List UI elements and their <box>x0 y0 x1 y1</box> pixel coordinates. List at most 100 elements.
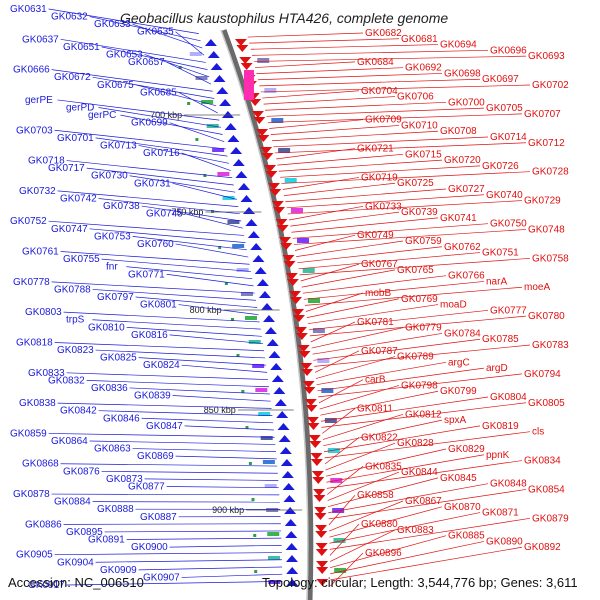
reverse-gene-arrow <box>303 387 316 394</box>
feature-block <box>227 220 240 224</box>
forward-gene-arrow <box>252 255 265 262</box>
gene-label-reverse: GK0794 <box>524 369 561 380</box>
leader-line <box>181 573 283 578</box>
leader-line <box>89 228 246 243</box>
forward-gene-arrow <box>270 363 283 370</box>
gene-label-reverse: GK0709 <box>365 115 402 126</box>
feature-block <box>327 448 340 453</box>
feature-block <box>257 58 270 63</box>
gene-label-reverse: GK0682 <box>365 28 402 39</box>
gene-label-reverse: GK0812 <box>405 409 442 420</box>
leader-line <box>320 396 489 422</box>
leader-line <box>291 217 439 233</box>
leader-line <box>301 269 396 288</box>
leader-line <box>89 440 276 445</box>
gene-label-reverse: GK0879 <box>532 513 569 524</box>
feature-block <box>232 244 245 248</box>
reverse-gene-arrow <box>315 549 328 556</box>
forward-gene-arrow <box>250 243 263 250</box>
gene-label-reverse: GK0762 <box>444 242 481 253</box>
leader-line <box>329 523 360 556</box>
forward-gene-arrow <box>281 471 294 478</box>
leader-line <box>144 478 279 481</box>
gene-label-forward: GK0718 <box>28 156 65 167</box>
reverse-gene-arrow <box>316 579 329 586</box>
leader-line <box>175 31 205 56</box>
leader-line <box>181 364 268 373</box>
forward-gene-arrow <box>274 399 287 406</box>
gene-label-reverse: GK0739 <box>401 207 438 218</box>
leader-line <box>98 198 240 215</box>
forward-gene-arrow <box>266 339 279 346</box>
feature-block <box>258 412 271 416</box>
forward-gene-arrow <box>216 87 229 94</box>
gene-label-reverse: GK0748 <box>528 224 565 235</box>
leader-line <box>66 581 283 586</box>
leader-line <box>285 188 447 203</box>
leader-line <box>57 402 272 409</box>
reverse-gene-arrow <box>313 495 326 502</box>
gene-label-reverse: GK0780 <box>528 311 565 322</box>
forward-gene-arrow <box>256 279 269 286</box>
forward-gene-arrow <box>286 567 299 574</box>
feature-block <box>284 178 297 183</box>
leader-line <box>254 61 356 68</box>
reverse-gene-arrow <box>292 315 305 322</box>
leader-line <box>253 55 527 62</box>
leader-line <box>312 333 443 355</box>
gene-label-forward: GK0818 <box>16 337 53 348</box>
kbp-label: 700 kbp <box>150 110 182 120</box>
feature-marker <box>230 318 234 321</box>
gene-label-reverse: GK0759 <box>405 236 442 247</box>
gene-label-reverse: GK0845 <box>440 473 477 484</box>
forward-gene-arrow <box>210 63 223 70</box>
leader-line <box>310 321 356 343</box>
gene-label-reverse: GK0834 <box>524 456 561 467</box>
feature-marker <box>254 570 258 573</box>
leader-line <box>330 546 523 581</box>
forward-gene-arrow <box>224 123 237 130</box>
gene-label-reverse: GK0719 <box>361 172 398 183</box>
gene-label-forward: GK0873 <box>106 474 143 485</box>
leader-line <box>281 171 531 184</box>
reverse-gene-arrow <box>286 279 299 286</box>
leader-line <box>315 356 396 379</box>
leader-line <box>95 349 266 359</box>
reverse-gene-arrow <box>305 405 318 412</box>
gene-label-forward: GK0771 <box>128 269 165 280</box>
gene-label-forward: fnr <box>106 262 118 273</box>
gene-label-reverse: mobB <box>365 288 391 299</box>
leader-line <box>259 78 481 87</box>
gene-label-forward: GK0847 <box>146 421 183 432</box>
gene-label-forward: GK0891 <box>88 535 125 546</box>
leader-line <box>329 500 404 532</box>
gene-label-forward: GK0833 <box>28 368 65 379</box>
forward-gene-arrow <box>271 375 284 382</box>
feature-block <box>264 88 277 93</box>
feature-block <box>248 340 261 344</box>
reverse-gene-arrow <box>315 543 328 550</box>
gene-label-forward: GK0713 <box>100 140 137 151</box>
leader-line <box>260 84 531 93</box>
gene-label-reverse: GK0692 <box>405 63 442 74</box>
leader-line <box>262 90 360 99</box>
gene-label-forward: GK0675 <box>97 80 134 91</box>
forward-gene-arrow <box>282 483 295 490</box>
gene-label-forward: GK0753 <box>94 231 131 242</box>
leader-line <box>57 190 239 207</box>
gene-label-reverse: GK0704 <box>361 86 398 97</box>
leader-line <box>175 455 277 460</box>
leader-line <box>141 417 274 424</box>
feature-block <box>324 418 337 423</box>
feature-marker <box>245 426 249 429</box>
leader-line <box>101 470 278 474</box>
reverse-gene-arrow <box>272 207 285 214</box>
leader-line <box>267 113 523 123</box>
leader-line <box>299 257 531 276</box>
leader-line <box>270 125 400 135</box>
leader-line <box>48 220 245 236</box>
gene-label-forward: GK0701 <box>57 133 94 144</box>
leader-line <box>51 281 255 294</box>
gene-label-forward: GK0801 <box>140 300 177 311</box>
